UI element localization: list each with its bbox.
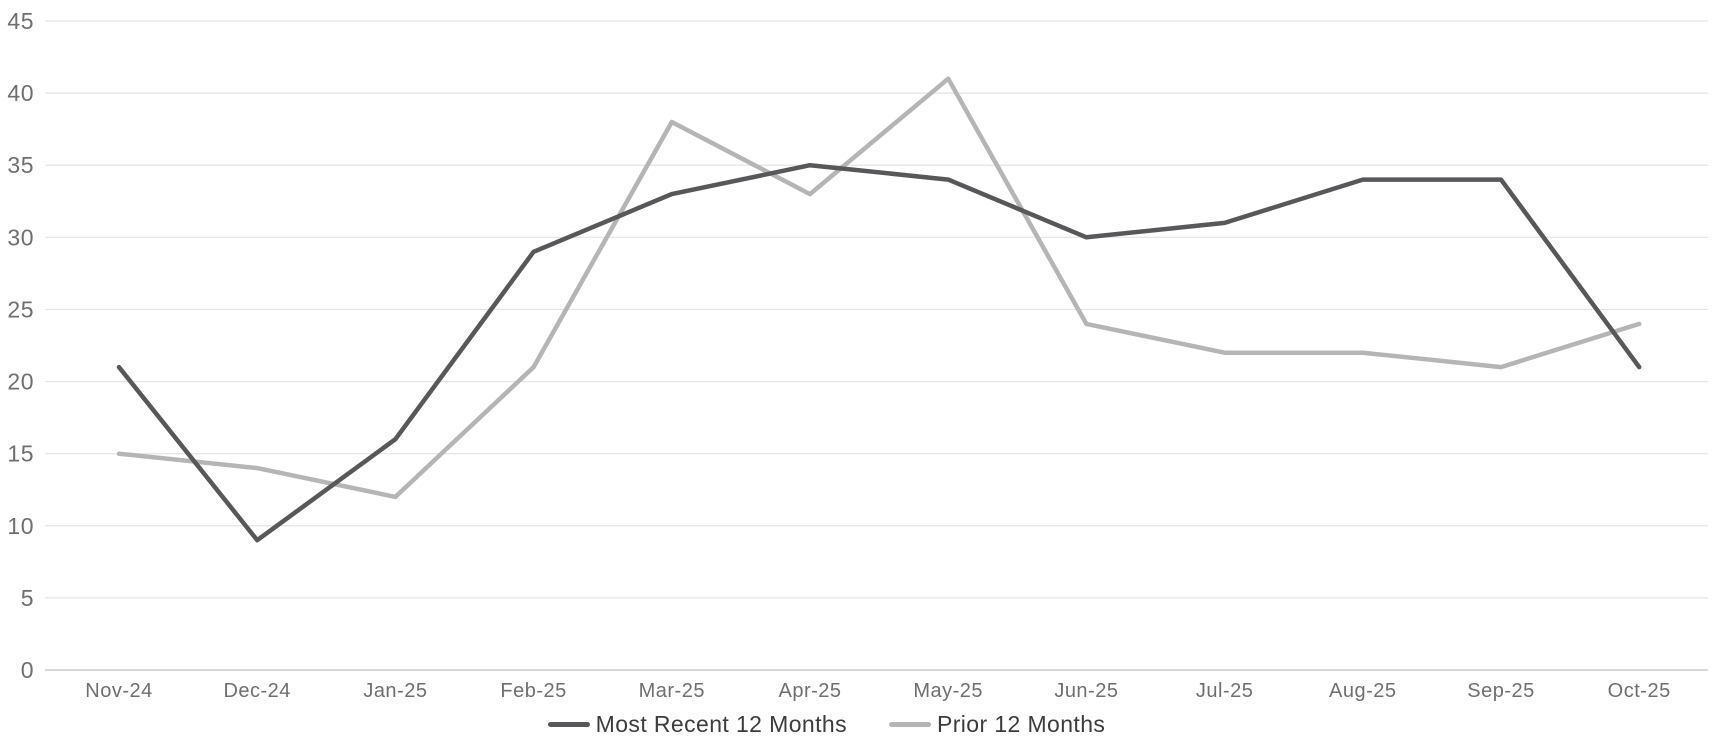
y-tick-label: 20 — [7, 369, 34, 395]
y-tick-label: 45 — [7, 8, 34, 34]
x-tick-label: Oct-25 — [1608, 680, 1671, 702]
x-tick-label: Sep-25 — [1467, 680, 1535, 702]
y-tick-label: 10 — [7, 513, 34, 539]
x-tick-label: Dec-24 — [223, 680, 290, 702]
legend-label-most-recent-12-months: Most Recent 12 Months — [595, 711, 847, 737]
y-tick-label: 40 — [7, 80, 34, 106]
x-tick-label: Nov-24 — [85, 680, 152, 702]
x-tick-label: Jan-25 — [363, 680, 427, 702]
y-tick-label: 25 — [7, 296, 34, 322]
legend-item-prior-12-months: Prior 12 Months — [888, 711, 1106, 738]
y-tick-label: 15 — [7, 441, 34, 467]
x-tick-label: Jun-25 — [1054, 680, 1118, 702]
x-tick-label: Mar-25 — [639, 680, 705, 702]
x-tick-label: Feb-25 — [500, 680, 566, 702]
legend-swatch-most-recent-12-months-icon — [547, 722, 590, 727]
legend-label-prior-12-months: Prior 12 Months — [936, 711, 1106, 737]
x-tick-label: Apr-25 — [778, 680, 841, 702]
legend-item-most-recent-12-months: Most Recent 12 Months — [547, 711, 847, 738]
y-tick-label: 0 — [21, 657, 34, 683]
y-tick-label: 35 — [7, 152, 34, 178]
y-tick-label: 30 — [7, 224, 34, 250]
series-line-prior-12-months — [116, 76, 1642, 500]
y-tick-label: 5 — [21, 585, 34, 611]
series-line-most-recent-12-months — [116, 162, 1642, 543]
x-tick-label: Jul-25 — [1196, 680, 1253, 702]
x-tick-label: Aug-25 — [1329, 680, 1397, 702]
x-tick-label: May-25 — [913, 680, 983, 702]
chart-legend: Most Recent 12 Months Prior 12 Months — [0, 711, 1689, 738]
legend-swatch-prior-12-months-icon — [888, 722, 931, 727]
